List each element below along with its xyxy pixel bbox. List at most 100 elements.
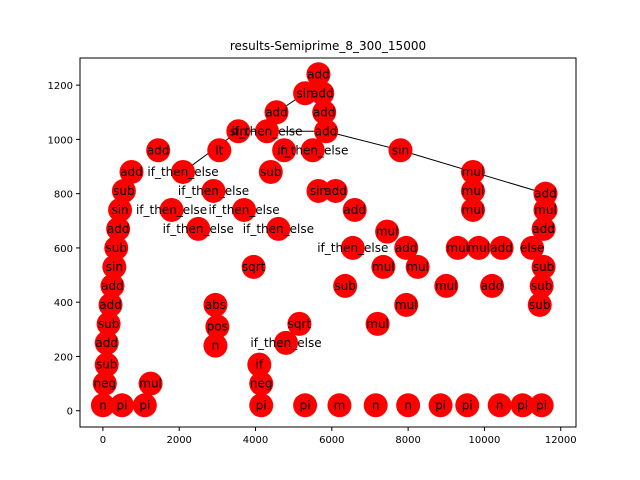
tree-node [132, 393, 157, 418]
tree-node [489, 235, 514, 260]
node-label: add [99, 298, 122, 312]
node-label: mul [372, 260, 395, 274]
tree-node [249, 393, 274, 418]
tree-node [119, 159, 144, 184]
node-label: if [256, 358, 264, 372]
tree-node [460, 178, 485, 203]
node-label: pi [116, 398, 127, 412]
node-label: pi [435, 398, 446, 412]
node-label: if_then_else [231, 124, 302, 138]
tree-node [226, 119, 251, 144]
tree-node [94, 330, 119, 355]
tree-node [272, 138, 297, 163]
node-label: mul [376, 225, 399, 239]
node-label: n [372, 398, 380, 412]
tree-node [466, 235, 491, 260]
node-label: sin [310, 184, 327, 198]
tree-node [205, 314, 230, 339]
node-label: add [490, 241, 513, 255]
tree-node [104, 235, 129, 260]
tree-node [480, 273, 505, 298]
node-label: add [120, 165, 143, 179]
node-label: sub [106, 241, 127, 255]
node-label: pi [139, 398, 150, 412]
node-label: n [212, 339, 220, 353]
tree-node [342, 197, 367, 222]
tree-node [232, 197, 257, 222]
node-label: sin [111, 203, 128, 217]
tree-node [266, 216, 291, 241]
node-label: add [313, 105, 336, 119]
tree-node [171, 159, 196, 184]
tree-node [375, 219, 400, 244]
node-label: neg [250, 377, 273, 391]
tree-node [371, 254, 396, 279]
y-tick-label: 1000 [48, 135, 73, 146]
node-label: add [343, 203, 366, 217]
node-label: pi [517, 398, 528, 412]
node-label: pi [462, 398, 473, 412]
tree-node [94, 352, 119, 377]
node-label: if_then_else [136, 203, 207, 217]
x-tick-label: 8000 [395, 435, 420, 446]
node-label: add [101, 279, 124, 293]
tree-node [340, 235, 365, 260]
tree-node [531, 216, 556, 241]
tree-node [201, 178, 226, 203]
tree-node [109, 393, 134, 418]
node-label: sin [392, 143, 409, 157]
tree-node [102, 254, 127, 279]
node-label: sub [260, 165, 281, 179]
tree-node [333, 273, 358, 298]
tree-node [529, 273, 554, 298]
node-label: add [311, 86, 334, 100]
node-label: mul [467, 241, 490, 255]
node-label: sin [297, 86, 314, 100]
tree-node [98, 292, 123, 317]
tree-node [363, 393, 388, 418]
node-label: mul [446, 241, 469, 255]
axes: 0 2000 4000 6000 8000 10000 12000 0 200 400 600 800… [48, 57, 577, 446]
node-label: mul [534, 203, 557, 217]
node-label: n [280, 143, 288, 157]
tree-node [207, 138, 232, 163]
node-label: pi [256, 398, 267, 412]
node-label: n [496, 398, 504, 412]
tree-node [293, 81, 318, 106]
node-label: if_then_else [250, 336, 321, 350]
node-label: lt [215, 143, 223, 157]
tree-node [394, 235, 419, 260]
node-label: else [520, 241, 544, 255]
node-label: add [324, 184, 347, 198]
node-label: if_then_else [163, 222, 234, 236]
node-label: mul [395, 298, 418, 312]
node-label: mul [435, 279, 458, 293]
y-tick-label: 600 [54, 244, 73, 255]
tree-node [394, 292, 419, 317]
tree-node [529, 393, 554, 418]
node-label: sin [106, 260, 123, 274]
tree-node [527, 292, 552, 317]
node-label: sin [230, 124, 247, 138]
node-label: sqrt [288, 317, 312, 331]
tree-node [460, 197, 485, 222]
tree-node [293, 393, 318, 418]
tree-node [159, 197, 184, 222]
tree-node [92, 371, 117, 396]
node-label: add [147, 143, 170, 157]
node-label: n [99, 398, 107, 412]
tree-node [531, 254, 556, 279]
tree-node [312, 100, 337, 125]
tree-node [434, 273, 459, 298]
tree-node [300, 138, 325, 163]
node-label: n [404, 398, 412, 412]
y-tick-label: 800 [54, 190, 73, 201]
node-label: add [95, 336, 118, 350]
tree-node [111, 178, 136, 203]
node-label: add [315, 124, 338, 138]
node-label: mul [366, 317, 389, 331]
